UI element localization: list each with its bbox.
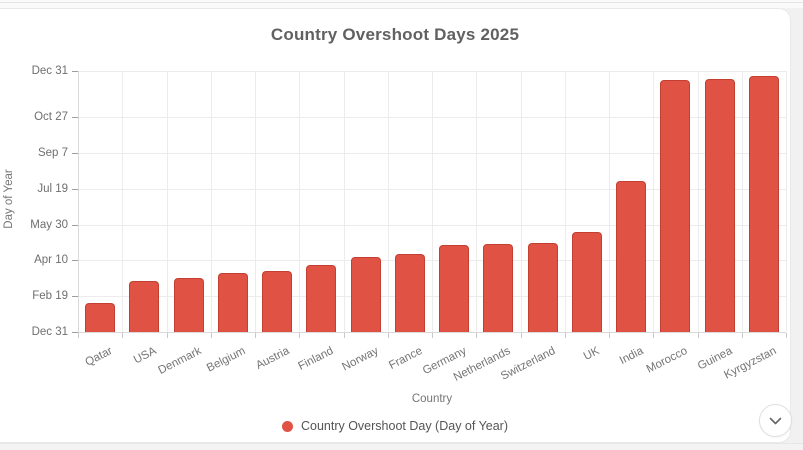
x-axis-tick: [299, 333, 301, 338]
chart-card: Country Overshoot Days 2025 Dec 31 Feb 19…: [0, 8, 792, 443]
bottom-strip: [0, 443, 803, 450]
x-axis-tick: [210, 333, 212, 338]
x-axis-category-label: Denmark: [156, 345, 204, 377]
x-axis-tick: [653, 333, 655, 338]
y-axis-tick: [72, 71, 78, 72]
gridline-vertical: [520, 71, 522, 332]
bar-usa[interactable]: [129, 281, 160, 332]
x-axis-category-label: Qatar: [83, 345, 115, 369]
x-axis-tick: [786, 333, 787, 338]
x-axis-tick: [122, 333, 124, 338]
chart-plot-area: Dec 31 Feb 19 Apr 10 May 30 Jul 19 Sep 7 Oct 2…: [0, 9, 790, 442]
y-axis-tick-label: Feb 19: [32, 290, 68, 303]
gridline-vertical: [122, 71, 124, 332]
x-axis-category-label: USA: [132, 345, 159, 367]
bar-france[interactable]: [394, 254, 425, 332]
bar-uk[interactable]: [571, 231, 602, 332]
gridline-vertical: [741, 71, 743, 332]
gridline-vertical: [343, 71, 345, 332]
gridline-vertical: [210, 71, 212, 332]
y-axis-tick-label: Sep 7: [37, 147, 68, 160]
x-axis-title: Country: [411, 393, 453, 405]
x-axis-tick: [564, 333, 566, 338]
y-axis-tick-label: May 30: [30, 218, 68, 231]
bar-finland[interactable]: [306, 265, 337, 332]
y-axis-tick-label: Dec 31: [31, 326, 68, 338]
x-axis-tick: [697, 333, 699, 338]
x-axis-line: [78, 332, 786, 333]
y-axis-tick: [72, 260, 78, 262]
gridline-vertical: [166, 71, 168, 332]
legend[interactable]: Country Overshoot Day (Day of Year): [0, 419, 790, 433]
bar-netherlands[interactable]: [483, 244, 514, 332]
bar-kyrgyzstan[interactable]: [748, 76, 779, 332]
gridline-vertical: [564, 71, 566, 332]
y-axis-line: [78, 71, 79, 332]
x-axis-tick: [166, 333, 168, 338]
x-axis-category-label: Norway: [339, 345, 381, 374]
x-axis-category-label: France: [386, 345, 425, 372]
legend-marker-icon: [281, 420, 293, 432]
x-axis-category-label: India: [617, 345, 646, 368]
bar-india[interactable]: [616, 181, 647, 332]
x-axis-tick: [78, 333, 79, 338]
bar-germany[interactable]: [439, 245, 470, 332]
x-axis-tick: [520, 333, 522, 338]
x-axis-tick: [609, 333, 610, 338]
gridline-vertical: [609, 71, 610, 332]
x-axis-tick: [255, 333, 256, 338]
top-strip-divider: [0, 2, 803, 3]
x-axis-tick: [387, 333, 389, 338]
y-axis-tick: [72, 332, 78, 333]
y-axis-tick: [72, 224, 78, 226]
gridline-vertical: [786, 71, 787, 332]
bar-guinea[interactable]: [704, 78, 735, 332]
x-axis-category-label: UK: [581, 345, 602, 363]
x-axis-tick: [343, 333, 345, 338]
y-axis-tick-label: Oct 27: [34, 111, 68, 124]
y-axis-tick: [72, 153, 78, 155]
y-axis-tick-label: Dec 31: [31, 65, 68, 77]
y-axis-tick-label: Jul 19: [37, 182, 68, 195]
gridline-vertical: [387, 71, 389, 332]
legend-label: Country Overshoot Day (Day of Year): [300, 419, 509, 433]
x-axis-category-label: Morocco: [645, 345, 690, 376]
chevron-down-icon: [769, 417, 782, 424]
bar-morocco[interactable]: [660, 80, 691, 332]
scroll-down-button[interactable]: [759, 404, 792, 437]
gridline-vertical: [697, 71, 699, 332]
bar-austria[interactable]: [262, 270, 293, 332]
y-axis-tick: [72, 188, 78, 190]
bar-switzerland[interactable]: [527, 242, 558, 332]
gridline-vertical: [255, 71, 256, 332]
bar-norway[interactable]: [350, 256, 381, 332]
x-axis-tick: [741, 333, 743, 338]
x-axis-category-label: Finland: [296, 345, 336, 373]
y-axis-tick: [72, 117, 78, 119]
bar-belgium[interactable]: [217, 273, 248, 332]
x-axis-category-label: Belgium: [204, 345, 248, 375]
bar-denmark[interactable]: [173, 278, 204, 332]
y-axis-tick: [72, 296, 78, 298]
x-axis-category-label: Austria: [254, 345, 292, 372]
gridline-vertical: [299, 71, 301, 332]
bar-qatar[interactable]: [85, 303, 116, 332]
x-axis-tick: [476, 333, 478, 338]
chart-title: Country Overshoot Days 2025: [270, 25, 520, 44]
gridline-vertical: [653, 71, 655, 332]
y-axis-tick-label: Apr 10: [34, 254, 68, 267]
y-axis-title: Day of Year: [3, 169, 15, 229]
gridline-vertical: [476, 71, 478, 332]
x-axis-tick: [432, 333, 433, 338]
gridline-vertical: [432, 71, 433, 332]
top-strip: [0, 0, 803, 8]
